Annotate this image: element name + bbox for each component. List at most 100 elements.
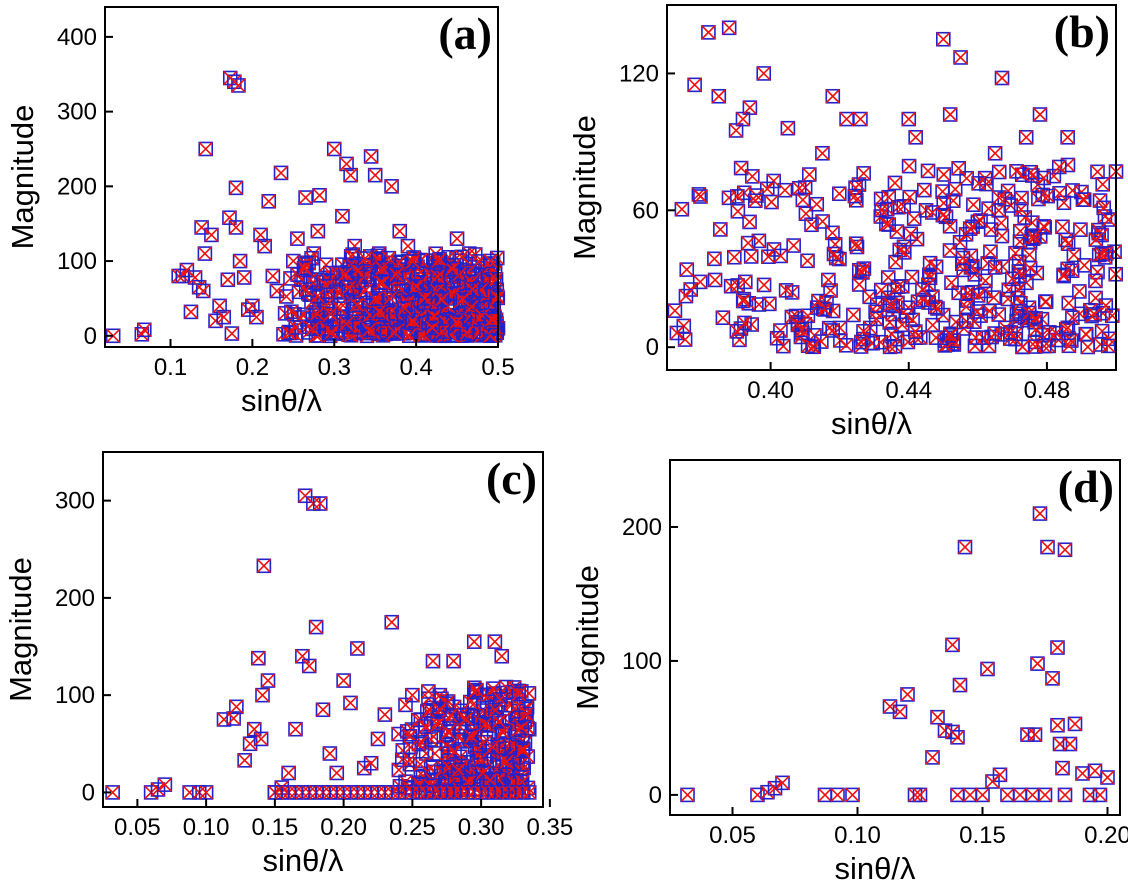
data-point-square <box>794 322 810 338</box>
data-point-square <box>404 316 420 332</box>
data-point-square <box>987 260 1003 275</box>
data-point-cross <box>943 219 958 234</box>
data-point-square <box>232 253 248 269</box>
data-point-cross <box>811 294 826 309</box>
data-point-square <box>430 269 445 284</box>
data-point-square <box>377 707 393 722</box>
data-point-cross <box>199 785 214 800</box>
data-point-cross <box>1045 671 1060 686</box>
data-point-square <box>481 743 497 759</box>
scatter-panel-c: 0.05 0.10 0.15 0.20 0.25 0.30 0.35 0 100 200 300 si… <box>3 451 573 878</box>
y-tick-label: 0 <box>649 782 662 809</box>
data-point-cross <box>106 328 121 343</box>
data-point-cross <box>908 324 923 339</box>
data-point-square <box>249 309 264 325</box>
data-point-cross <box>825 225 840 240</box>
data-point-cross <box>421 684 436 699</box>
data-point-cross <box>368 291 383 306</box>
data-point-cross <box>945 637 960 652</box>
data-point-square <box>466 634 482 649</box>
data-point-cross <box>1014 191 1029 206</box>
data-point-square <box>198 141 214 157</box>
data-point-cross <box>483 253 498 269</box>
data-point-cross <box>397 301 412 316</box>
data-point-cross <box>773 323 788 338</box>
y-tick-label: 200 <box>622 514 662 541</box>
data-point-cross <box>418 719 433 734</box>
data-point-square <box>434 691 449 707</box>
data-point-square <box>890 199 906 215</box>
x-axis-label: sinθ/λ <box>835 851 916 886</box>
data-point-square <box>742 100 758 115</box>
data-point-square <box>387 324 402 340</box>
data-point-square <box>491 713 507 729</box>
data-point-square <box>336 673 351 688</box>
data-point-square <box>902 189 918 205</box>
data-point-cross <box>992 164 1007 180</box>
data-point-square <box>953 50 968 65</box>
data-point-cross <box>1075 192 1090 207</box>
data-point-square <box>409 278 424 294</box>
y-tick-label: 100 <box>57 248 97 275</box>
data-point-cross <box>902 190 917 205</box>
y-tick-label: 400 <box>57 24 97 51</box>
data-point-cross <box>364 149 379 164</box>
data-point-cross <box>269 283 285 299</box>
data-point-square <box>1010 290 1026 306</box>
data-point-square <box>261 193 277 209</box>
data-point-square <box>945 724 960 740</box>
data-point-cross <box>667 303 682 318</box>
data-point-square <box>908 130 923 145</box>
data-point-square <box>157 777 173 792</box>
data-point-square <box>944 275 959 290</box>
data-point-cross <box>1000 291 1016 307</box>
data-point-square <box>455 292 471 307</box>
data-point-cross <box>1077 258 1092 273</box>
y-tick-label: 100 <box>622 648 662 675</box>
data-point-cross <box>483 259 498 274</box>
data-point-square <box>312 188 327 203</box>
data-point-square <box>1061 338 1077 354</box>
data-point-square <box>1030 656 1045 671</box>
data-point-cross <box>1052 186 1067 201</box>
data-point-cross <box>1067 716 1083 731</box>
data-point-square <box>740 235 756 251</box>
data-point-square <box>1000 291 1016 307</box>
data-point-square <box>925 750 940 765</box>
data-point-cross <box>1088 273 1103 288</box>
data-point-cross <box>343 168 358 183</box>
data-point-square <box>885 298 901 314</box>
data-point-square <box>477 734 492 750</box>
data-point-cross <box>364 756 379 771</box>
data-point-square <box>814 334 829 349</box>
data-point-cross <box>678 332 693 347</box>
data-point-cross <box>1072 284 1087 299</box>
data-point-square <box>745 169 760 184</box>
data-point-cross <box>805 339 820 354</box>
data-point-cross <box>332 301 347 316</box>
data-point-square <box>361 322 377 338</box>
data-point-cross <box>338 266 353 282</box>
markers <box>667 20 1124 355</box>
data-point-cross <box>832 186 847 201</box>
data-point-cross <box>309 620 324 635</box>
data-point-square <box>879 216 894 232</box>
data-point-cross <box>978 273 993 288</box>
data-point-square <box>795 192 811 208</box>
x-tick-label: 0.15 <box>959 822 1006 849</box>
data-point-cross <box>786 238 801 253</box>
data-point-cross <box>251 651 266 666</box>
data-point-square <box>298 190 313 205</box>
data-point-cross <box>368 168 383 183</box>
data-point-cross <box>948 182 963 197</box>
data-point-cross <box>1052 736 1068 752</box>
data-point-cross <box>1001 183 1016 199</box>
data-point-square <box>384 179 399 194</box>
data-point-square <box>890 279 906 294</box>
data-point-cross <box>1062 736 1078 752</box>
data-point-square <box>1100 770 1115 785</box>
data-point-cross <box>1049 326 1064 341</box>
data-point-square <box>856 261 872 276</box>
data-point-square <box>692 274 708 290</box>
data-point-square <box>405 313 421 328</box>
